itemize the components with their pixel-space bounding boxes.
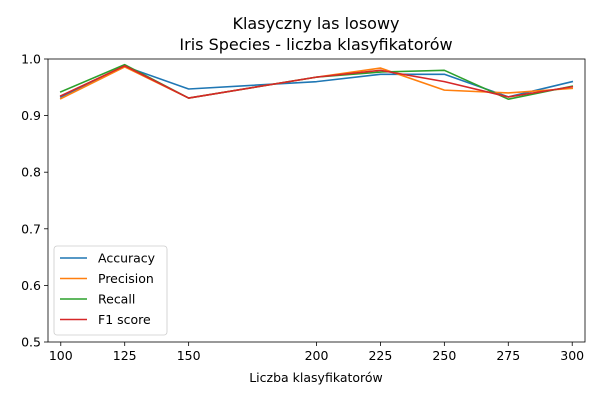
y-tick-label: 1.0 [21,52,41,67]
chart-subtitle: Iris Species - liczba klasyfikatorów [179,35,452,54]
y-tick-label: 0.7 [21,221,41,236]
x-tick-label: 275 [496,348,520,363]
x-tick-label: 250 [432,348,456,363]
legend-label: F1 score [98,312,151,327]
legend-label: Accuracy [98,251,156,266]
y-tick-label: 0.6 [21,278,41,293]
legend-label: Recall [98,292,135,307]
x-tick-label: 225 [368,348,392,363]
y-tick-label: 0.5 [21,335,41,350]
series-line-precision [59,66,574,100]
x-tick-label: 125 [113,348,137,363]
x-tick-label: 150 [177,348,201,363]
plot-area: 0.5 0.6 0.7 0.8 0.9 1.0 100 125 150 200 225 250 275 3… [21,52,586,363]
chart-title: Klasyczny las losowy [232,14,399,33]
x-axis-label: Liczba klasyfikatorów [249,370,383,385]
x-tick-label: 200 [305,348,329,363]
axes-frame [47,58,586,343]
y-tick-label: 0.8 [21,165,41,180]
x-tick-label: 300 [560,348,584,363]
series-line-f1-score [59,64,574,99]
legend-box [53,245,168,336]
x-tick-label: 100 [49,348,73,363]
legend: Accuracy Precision Recall F1 score [53,245,168,336]
y-tick-label: 0.9 [21,108,41,123]
legend-label: Precision [98,271,154,286]
